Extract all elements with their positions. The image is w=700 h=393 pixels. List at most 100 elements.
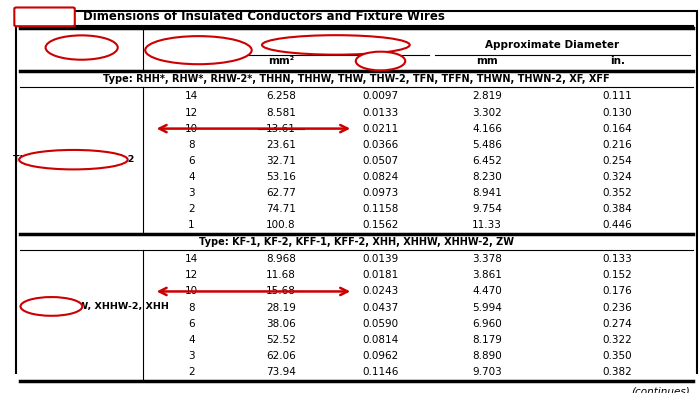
Text: 5.486: 5.486 [472, 140, 502, 150]
Ellipse shape [19, 150, 127, 169]
Text: 0.0973: 0.0973 [363, 188, 398, 198]
Ellipse shape [145, 36, 252, 64]
Text: 0.0097: 0.0097 [363, 92, 398, 101]
Text: 10: 10 [185, 124, 198, 134]
Text: 13.61: 13.61 [266, 124, 296, 134]
Text: Type: KF-1, KF-2, KFF-1, KFF-2, XHH, XHHW, XHHW-2, ZW: Type: KF-1, KF-2, KFF-1, KFF-2, XHH, XHH… [199, 237, 514, 247]
Text: 6.452: 6.452 [472, 156, 502, 166]
Text: 3: 3 [188, 188, 195, 198]
Text: 2: 2 [188, 367, 195, 377]
Text: Type: Type [68, 42, 95, 53]
Text: 62.06: 62.06 [266, 351, 296, 361]
Text: 14: 14 [185, 92, 198, 101]
Text: 0.236: 0.236 [603, 303, 632, 312]
Text: Type: RHH*, RHW*, RHW-2*, THHN, THHW, THW, THW-2, TFN, TFFN, THWN, THWN-2, XF, X: Type: RHH*, RHW*, RHW-2*, THHN, THHW, TH… [103, 74, 610, 84]
Text: 8: 8 [188, 140, 195, 150]
Text: Dimensions of Insulated Conductors and Fixture Wires: Dimensions of Insulated Conductors and F… [83, 10, 445, 23]
Text: 0.1158: 0.1158 [363, 204, 399, 214]
Text: 2: 2 [188, 204, 195, 214]
Text: 8.890: 8.890 [472, 351, 502, 361]
Ellipse shape [20, 297, 83, 316]
Text: 23.61: 23.61 [266, 140, 296, 150]
Text: 3.302: 3.302 [472, 108, 502, 118]
Text: 0.382: 0.382 [603, 367, 632, 377]
Text: ZW, XHHW-2, XHH: ZW, XHHW-2, XHH [71, 302, 169, 311]
Text: 0.254: 0.254 [603, 156, 632, 166]
Text: 100.8: 100.8 [266, 220, 295, 230]
Text: 0.176: 0.176 [603, 286, 632, 296]
Text: 8.968: 8.968 [266, 254, 296, 264]
Text: 1: 1 [188, 220, 195, 230]
Text: 0.0814: 0.0814 [363, 335, 398, 345]
Text: XHHW,: XHHW, [33, 302, 70, 311]
Text: Approximate Area: Approximate Area [282, 40, 389, 50]
Text: 6: 6 [188, 156, 195, 166]
Text: 8.230: 8.230 [472, 172, 502, 182]
Text: 62.77: 62.77 [266, 188, 296, 198]
Text: mm: mm [476, 56, 498, 66]
Text: 0.133: 0.133 [603, 254, 632, 264]
Text: 4: 4 [188, 335, 195, 345]
Text: 10: 10 [185, 286, 198, 296]
Text: (continues): (continues) [631, 386, 690, 393]
Text: 6: 6 [188, 319, 195, 329]
Text: 32.71: 32.71 [266, 156, 296, 166]
Text: 0.384: 0.384 [603, 204, 632, 214]
Text: 0.0507: 0.0507 [363, 156, 398, 166]
Text: kcmil): kcmil) [181, 51, 216, 61]
Text: 38.06: 38.06 [266, 319, 296, 329]
Text: 0.0962: 0.0962 [363, 351, 398, 361]
Ellipse shape [356, 51, 405, 70]
Text: 0.350: 0.350 [603, 351, 632, 361]
Text: 15.68: 15.68 [266, 286, 296, 296]
Text: 0.0133: 0.0133 [363, 108, 398, 118]
Text: in.: in. [610, 56, 625, 66]
FancyBboxPatch shape [14, 7, 75, 26]
Text: 3.861: 3.861 [472, 270, 502, 280]
Text: 8.179: 8.179 [472, 335, 502, 345]
Text: 0.0139: 0.0139 [363, 254, 398, 264]
Text: Approximate Diameter: Approximate Diameter [485, 40, 620, 50]
Text: 74.71: 74.71 [266, 204, 296, 214]
Text: 9.703: 9.703 [472, 367, 502, 377]
Ellipse shape [262, 35, 410, 55]
Text: 0.152: 0.152 [603, 270, 632, 280]
Text: Size (AWG or: Size (AWG or [160, 41, 237, 51]
Text: 0.324: 0.324 [603, 172, 632, 182]
Text: 0.0590: 0.0590 [363, 319, 398, 329]
Text: 0.0824: 0.0824 [363, 172, 398, 182]
Text: 4.166: 4.166 [472, 124, 502, 134]
Text: 0.1562: 0.1562 [363, 220, 399, 230]
Text: Table 5: Table 5 [20, 10, 67, 23]
Text: 0.0366: 0.0366 [363, 140, 398, 150]
Text: 8.941: 8.941 [472, 188, 502, 198]
Text: 0.111: 0.111 [603, 92, 632, 101]
Text: 52.52: 52.52 [266, 335, 296, 345]
Text: 8: 8 [188, 303, 195, 312]
Text: 3: 3 [188, 351, 195, 361]
Text: 2.819: 2.819 [472, 92, 502, 101]
Text: 0.0181: 0.0181 [363, 270, 398, 280]
Text: 0.0437: 0.0437 [363, 303, 398, 312]
Text: 0.274: 0.274 [603, 319, 632, 329]
Text: 0.0211: 0.0211 [363, 124, 398, 134]
Text: in.²: in.² [371, 56, 391, 66]
Text: 53.16: 53.16 [266, 172, 296, 182]
Text: 3.378: 3.378 [472, 254, 502, 264]
Ellipse shape [46, 35, 118, 60]
Text: 11.33: 11.33 [472, 220, 502, 230]
Text: 14: 14 [185, 254, 198, 264]
Text: 0.1146: 0.1146 [363, 367, 399, 377]
Text: 6.960: 6.960 [472, 319, 502, 329]
Text: 4: 4 [188, 172, 195, 182]
Text: 9.754: 9.754 [472, 204, 502, 214]
Text: 12: 12 [185, 108, 198, 118]
Text: 0.322: 0.322 [603, 335, 632, 345]
Text: 0.216: 0.216 [603, 140, 632, 150]
Text: 73.94: 73.94 [266, 367, 296, 377]
Text: 0.164: 0.164 [603, 124, 632, 134]
Text: 0.352: 0.352 [603, 188, 632, 198]
Text: 0.446: 0.446 [603, 220, 632, 230]
Text: THHN, THWN, THWN-2: THHN, THWN, THWN-2 [13, 155, 134, 164]
Text: 4.470: 4.470 [472, 286, 502, 296]
